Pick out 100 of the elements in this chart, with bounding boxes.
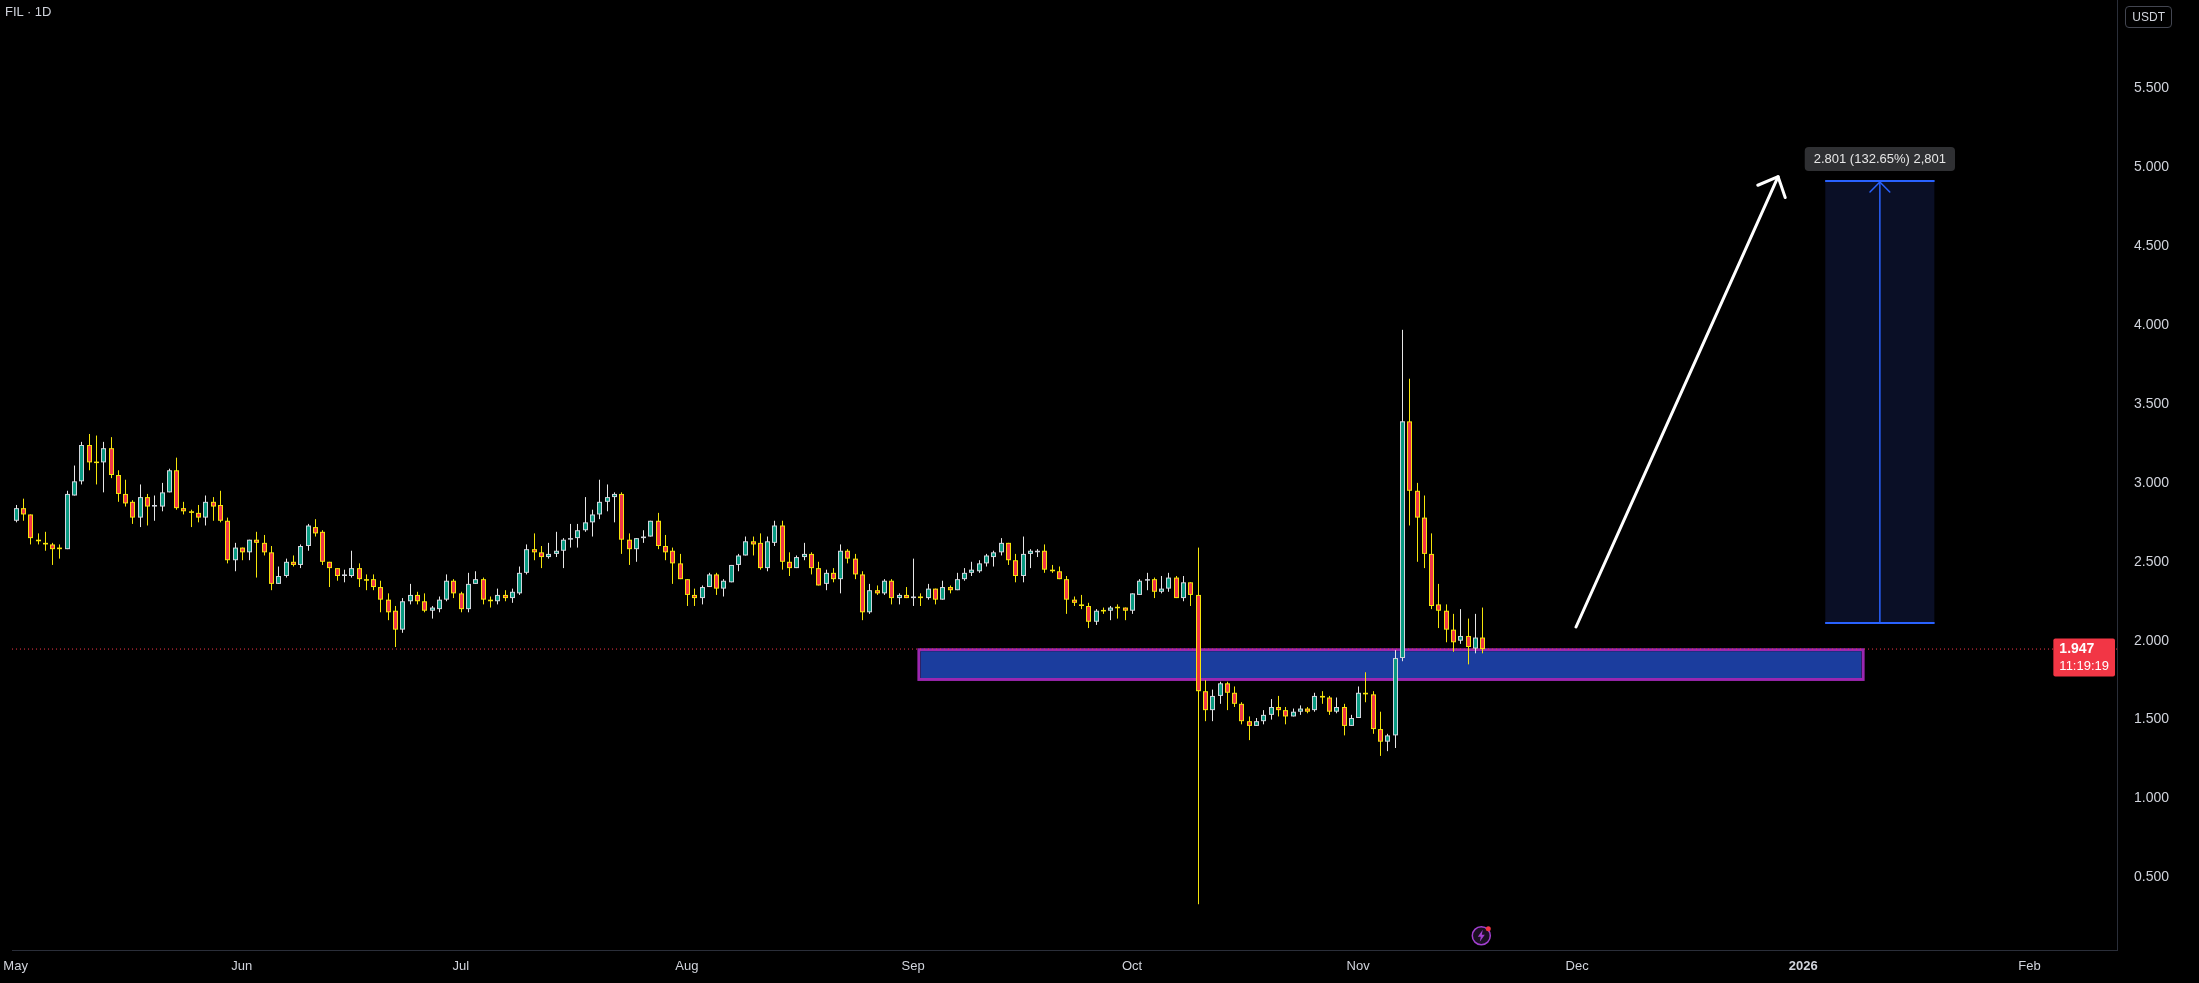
annotation: 2.801 (132.65%) 2,801	[1813, 150, 1947, 166]
candlestick	[218, 490, 223, 523]
x-tick-label: Feb	[2018, 958, 2041, 974]
candlestick	[327, 561, 332, 588]
x-tick-label: Aug	[675, 958, 699, 974]
candlestick	[809, 551, 814, 575]
x-tick-label: Oct	[1121, 958, 1143, 974]
y-tick-label: 3.500	[2134, 394, 2170, 411]
candlestick	[87, 433, 92, 471]
x-tick-label: Sep	[901, 958, 925, 974]
y-axis-title: USDT	[2125, 6, 2172, 28]
candlestick	[138, 483, 143, 528]
candlestick	[116, 469, 121, 503]
candlestick	[1444, 603, 1449, 643]
candlestick	[378, 580, 383, 613]
y-tick-label: 4.000	[2134, 315, 2170, 332]
candlestick	[349, 550, 354, 579]
candlestick	[678, 553, 683, 580]
candlestick	[1458, 608, 1463, 645]
candlestick	[21, 498, 26, 522]
candlestick	[1473, 613, 1478, 654]
candlestick	[1152, 577, 1157, 599]
candlestick	[466, 572, 471, 613]
candlestick	[298, 543, 303, 569]
candlestick	[532, 532, 537, 561]
candlestick	[889, 578, 894, 605]
candlestick	[1188, 581, 1193, 607]
candlestick	[1028, 548, 1033, 569]
candlestick	[203, 495, 208, 526]
candlestick	[1218, 681, 1223, 705]
candlestick	[867, 583, 872, 615]
candlestick	[685, 578, 690, 607]
annotation: 11:19:19	[2059, 657, 2109, 673]
candlestick	[517, 566, 522, 596]
y-tick-label: 5.000	[2134, 158, 2170, 175]
x-tick-label: Nov	[1346, 958, 1371, 974]
y-tick-label: 5.500	[2134, 79, 2170, 96]
y-tick-label: 1.000	[2134, 789, 2170, 806]
candlestick	[1466, 618, 1471, 665]
candlestick	[583, 496, 588, 533]
candlestick	[627, 532, 632, 566]
candlestick	[590, 509, 595, 538]
candlestick	[1327, 695, 1332, 716]
candlestick	[1130, 592, 1135, 615]
y-tick-label: 4.500	[2134, 237, 2170, 254]
y-tick-label: 2.000	[2134, 631, 2170, 648]
candlestick	[1166, 572, 1171, 593]
candlestick	[481, 577, 486, 605]
candlestick	[50, 542, 55, 566]
candlestick	[357, 562, 362, 588]
candlestick	[700, 584, 705, 605]
candlestick	[459, 591, 464, 613]
candlestick	[1021, 536, 1026, 583]
candlestick	[575, 523, 580, 549]
candlestick	[28, 513, 33, 545]
candlestick	[393, 605, 398, 648]
candlestick	[145, 493, 150, 526]
candlestick	[444, 573, 449, 602]
x-tick-label: 2026	[1788, 958, 1818, 974]
candlestick	[1013, 553, 1018, 583]
x-tick-label: Jun	[231, 958, 253, 974]
candlestick	[772, 520, 777, 547]
candlestick	[211, 496, 216, 522]
candlestick	[1378, 711, 1383, 757]
candlestick	[1356, 685, 1361, 719]
candlestick	[539, 545, 544, 569]
candlestick	[561, 537, 566, 569]
candlestick	[72, 465, 77, 497]
candlestick	[634, 537, 639, 563]
candlestick	[101, 441, 106, 493]
chart-title: FIL · 1D	[5, 4, 52, 19]
candlestick	[751, 536, 756, 556]
candlestick	[1225, 681, 1230, 711]
candlestick	[1203, 679, 1208, 722]
candlestick	[1312, 692, 1317, 713]
candlestick	[254, 531, 259, 579]
candlestick	[1247, 715, 1252, 741]
candlestick	[284, 558, 289, 579]
ref-line-label: 1.947	[2059, 639, 2095, 656]
candlestick	[1181, 575, 1186, 602]
candlestick	[670, 547, 675, 585]
candlestick	[605, 483, 610, 512]
candlestick	[1232, 685, 1237, 708]
candlestick	[1210, 689, 1215, 722]
candlestick	[451, 578, 456, 599]
candlestick	[422, 592, 427, 613]
candlestick	[1269, 698, 1274, 721]
candlestick	[1042, 543, 1047, 574]
candlestick	[1436, 583, 1441, 629]
candlestick	[1276, 695, 1281, 717]
candlestick	[758, 532, 763, 571]
candlestick	[233, 542, 238, 572]
candlestick	[714, 572, 719, 596]
candlestick	[1239, 701, 1244, 725]
x-tick-label: Jul	[452, 958, 470, 974]
y-tick-label: 3.000	[2134, 473, 2170, 490]
candlestick	[554, 531, 559, 558]
candlestick	[262, 534, 267, 556]
candlestick	[408, 583, 413, 605]
candlestick	[940, 580, 945, 601]
